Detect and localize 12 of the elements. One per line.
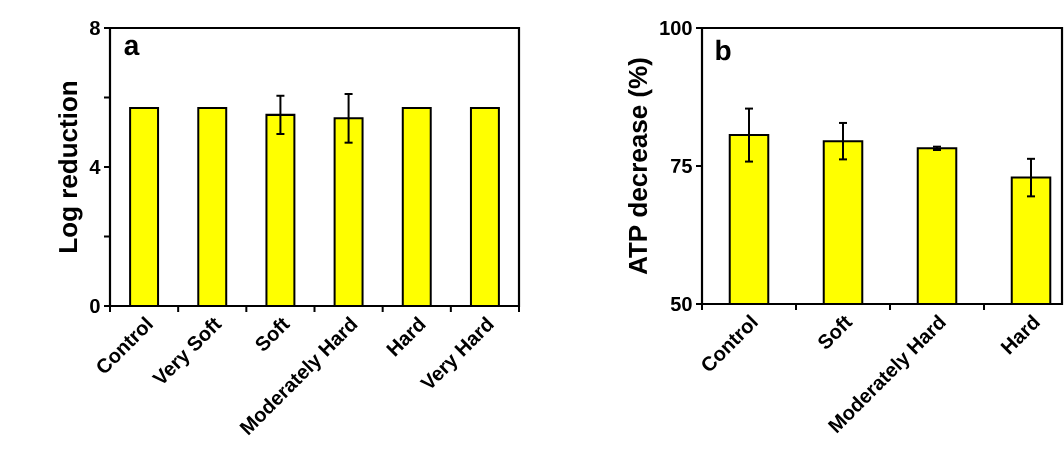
x-tick-label: Soft [255,317,291,351]
y-tick-label: 100 [660,20,692,36]
x-tick-label: Soft [818,315,853,349]
y-axis-title: Log reduction [58,81,83,252]
y-axis-title: ATP decrease (%) [628,58,653,275]
y-tick-label: 75 [671,159,692,173]
y-tick-label: 4 [89,160,101,174]
y-tick-label: 0 [90,298,100,314]
y-tick-label: 50 [670,296,692,312]
annotation: a [124,39,140,56]
y-tick-label: 8 [90,20,100,36]
annotation: b [716,39,731,61]
